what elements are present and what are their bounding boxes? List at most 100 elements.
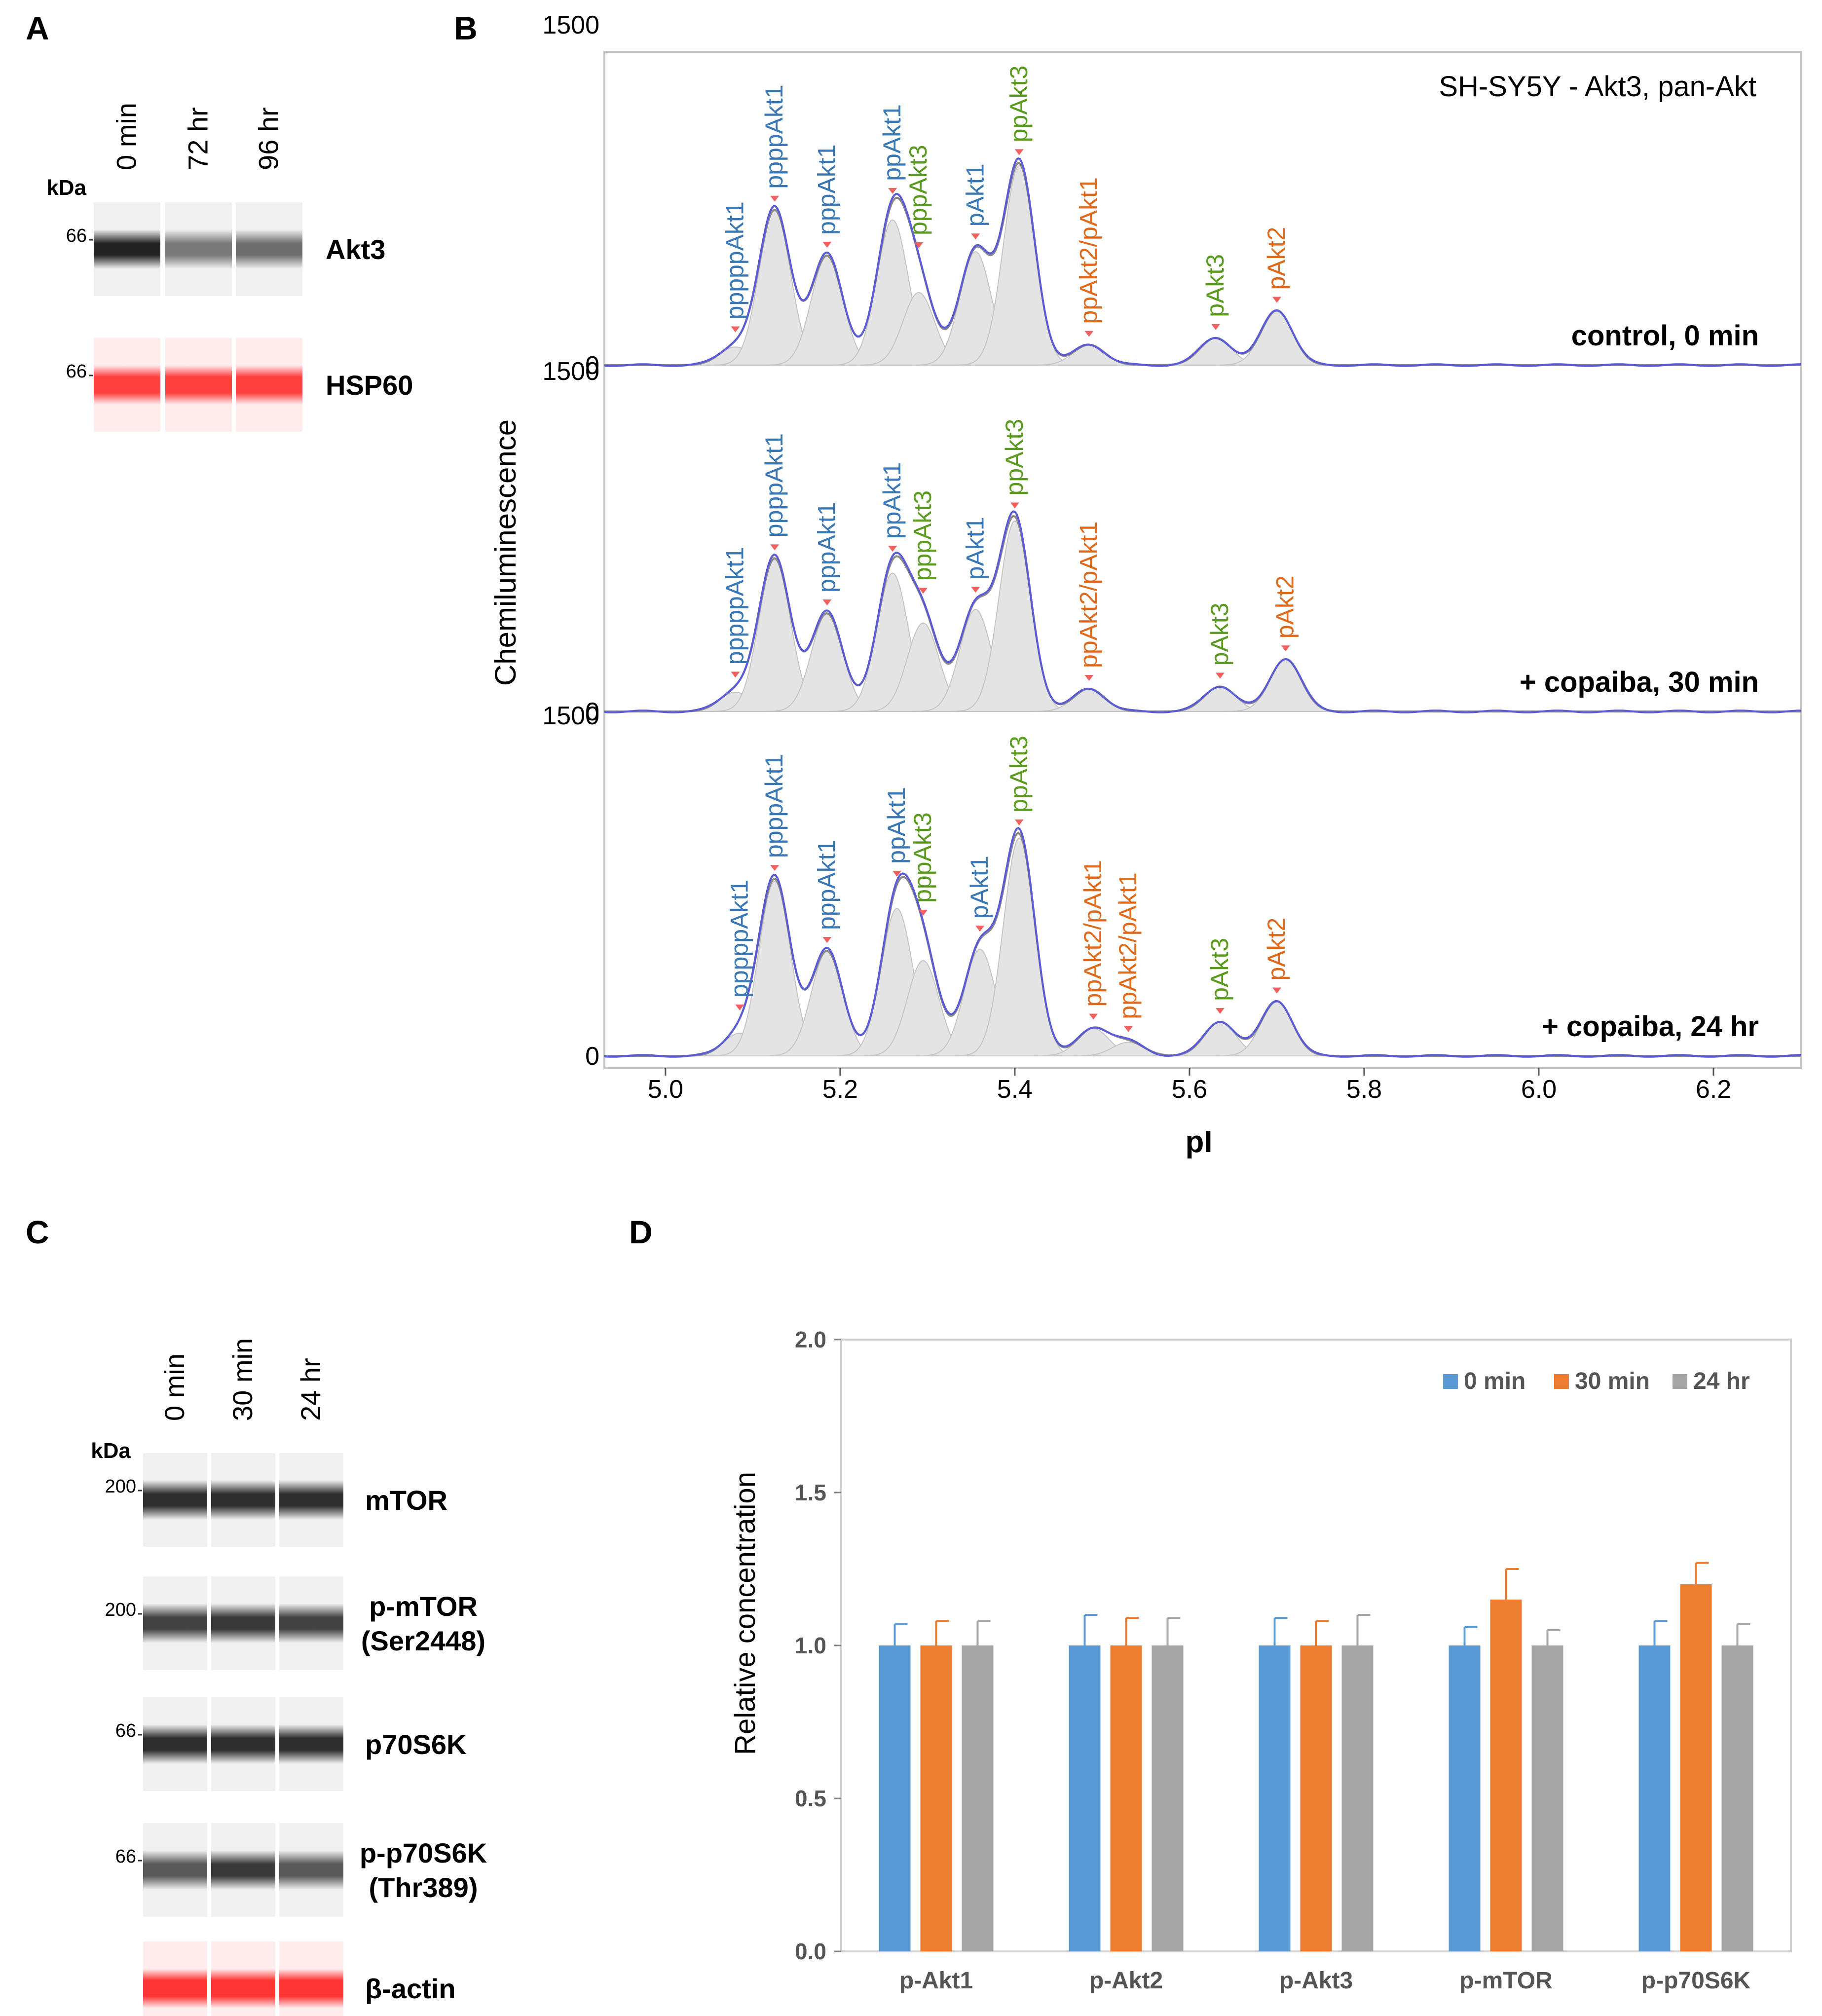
signal-trace <box>604 157 1801 367</box>
panel-d-axes: 0.0 0.5 1.0 1.5 2.0 <box>795 1327 841 1964</box>
x-tick-label: 5.2 <box>822 1075 858 1104</box>
kda-marker: 66 <box>115 1720 136 1741</box>
kda-marker: 200 <box>105 1476 136 1497</box>
signal-trace <box>604 510 1801 713</box>
peak-marker <box>971 233 980 240</box>
peak-marker <box>1084 674 1094 681</box>
peak-marker <box>1089 1013 1098 1020</box>
panel-letter-c: C <box>26 1214 49 1250</box>
peak-label: pppppAkt1 <box>721 201 749 319</box>
bar <box>1300 1645 1332 1951</box>
panel-d-bars: p-Akt1 p-Akt2 p-Akt3 p-mTOR p-p70S6K <box>879 1562 1753 1994</box>
peak-label: ppppAkt1 <box>760 433 788 537</box>
signal-trace <box>604 826 1801 1058</box>
band <box>165 365 232 405</box>
kda-marker: 66 <box>115 1846 136 1867</box>
legend-label: 0 min <box>1464 1368 1525 1394</box>
y-tick-label: 1500 <box>542 702 599 730</box>
peak-marker <box>1281 645 1290 652</box>
y-tick-label: 1500 <box>542 357 599 386</box>
peak-label: pAkt3 <box>1206 938 1233 1001</box>
peak-label: pAkt1 <box>966 856 993 919</box>
band <box>211 1969 275 2008</box>
peak-label: pAkt3 <box>1201 254 1229 317</box>
peak-marker <box>770 544 780 551</box>
peak-label: pAkt1 <box>961 517 989 580</box>
x-tick-label: 5.6 <box>1172 1075 1207 1104</box>
x-tick-label: 6.0 <box>1521 1075 1557 1104</box>
row-label: p-p70S6K <box>360 1837 487 1868</box>
panel-letter-b: B <box>454 10 478 46</box>
bar <box>1680 1584 1712 1951</box>
y-tick-label: 1.5 <box>795 1480 826 1505</box>
band <box>211 1604 275 1643</box>
panel-b-x-axis-label: pI <box>1185 1125 1212 1159</box>
legend-swatch <box>1554 1374 1569 1389</box>
lane-label: 0 min <box>159 1353 190 1421</box>
peak-label: pppAkt1 <box>813 144 840 234</box>
peak-marker <box>1215 672 1225 679</box>
kda-marker: 66 <box>66 225 87 246</box>
peak-marker <box>1272 297 1281 303</box>
band <box>94 229 160 269</box>
peak-label: ppAkt1 <box>878 462 906 539</box>
y-tick-label: 0.0 <box>795 1939 826 1964</box>
y-tick-label: 0 <box>585 351 599 380</box>
bar <box>1531 1645 1563 1951</box>
peak-label: ppAkt1 <box>883 787 910 864</box>
kda-marker: 66 <box>66 361 87 382</box>
peak-label: pppAkt3 <box>904 145 932 235</box>
panel-d-legend: 0 min 30 min 24 hr <box>1443 1368 1750 1394</box>
panel-b-subplot-0: 0 1500 pppppAkt1 ppppAkt1 pppAkt1 ppAkt1pppAk… <box>542 11 1801 380</box>
condition-label: + copaiba, 30 min <box>1520 666 1759 698</box>
peak-label: ppAkt3 <box>1005 736 1033 813</box>
panel-d-y-axis-label: Relative concentration <box>729 1472 761 1755</box>
row-label: p-mTOR <box>369 1591 478 1622</box>
band <box>279 1604 343 1643</box>
peak-marker <box>822 937 832 943</box>
x-tick-label: 5.0 <box>648 1075 683 1104</box>
category-label: p-p70S6K <box>1641 1968 1751 1994</box>
bar <box>1110 1645 1142 1951</box>
y-tick-label: 1.0 <box>795 1633 826 1658</box>
peak-marker <box>731 326 740 333</box>
x-tick-label: 5.8 <box>1346 1075 1382 1104</box>
peak-marker <box>888 187 897 194</box>
panel-b-plot-frame <box>603 51 1802 1069</box>
peak-marker <box>888 546 897 552</box>
peak-marker <box>1124 1026 1133 1032</box>
peak-marker <box>1084 331 1094 337</box>
bar <box>1341 1645 1374 1951</box>
peak-label: ppAkt2/pAkt1 <box>1075 522 1102 668</box>
condition-label: + copaiba, 24 hr <box>1542 1010 1759 1043</box>
peak-marker <box>1014 819 1024 825</box>
peak-marker <box>770 195 780 202</box>
lane-label: 24 hr <box>295 1358 326 1421</box>
panel-b-title: SH-SY5Y - Akt3, pan-Akt <box>1439 71 1756 103</box>
x-tick-label: 5.4 <box>997 1075 1033 1104</box>
peak-marker <box>914 242 924 249</box>
peak-label: ppAkt3 <box>1005 66 1033 143</box>
kda-label: kDa <box>91 1439 131 1463</box>
panel-b-electropherogram: SH-SY5Y - Akt3, pan-Akt Chemiluminescenc… <box>489 11 1802 1159</box>
category-label: p-mTOR <box>1459 1968 1552 1994</box>
peak-marker <box>975 926 985 932</box>
peak-label: pppAkt1 <box>813 840 840 930</box>
band <box>279 1969 343 2008</box>
peak-label: ppAkt3 <box>1001 419 1028 496</box>
peak-marker <box>919 909 928 916</box>
y-tick-label: 2.0 <box>795 1327 826 1352</box>
peak-label: pppAkt3 <box>909 490 936 581</box>
band <box>143 1724 207 1764</box>
bar <box>1152 1645 1184 1951</box>
lane-label: 72 hr <box>183 107 214 170</box>
peak-marker <box>892 870 901 877</box>
peak-marker <box>731 672 740 678</box>
panel-letter-a: A <box>26 10 49 46</box>
peak-marker <box>770 865 780 871</box>
peak-marker <box>1211 324 1221 330</box>
panel-a-blot: 0 min 72 hr 96 hr kDa 66 Akt3 66 HSP60 <box>46 103 413 432</box>
bar <box>962 1645 994 1951</box>
